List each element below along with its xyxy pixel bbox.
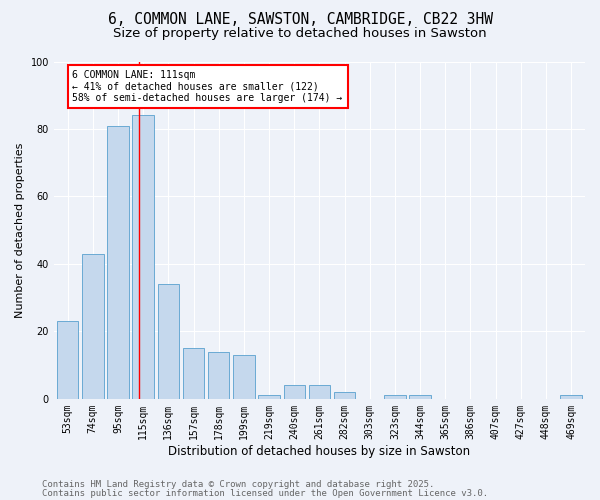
X-axis label: Distribution of detached houses by size in Sawston: Distribution of detached houses by size … xyxy=(169,444,470,458)
Bar xyxy=(57,321,79,399)
Text: Size of property relative to detached houses in Sawston: Size of property relative to detached ho… xyxy=(113,28,487,40)
Text: Contains HM Land Registry data © Crown copyright and database right 2025.: Contains HM Land Registry data © Crown c… xyxy=(42,480,434,489)
Bar xyxy=(233,355,254,399)
Bar xyxy=(82,254,104,399)
Bar xyxy=(183,348,204,399)
Bar xyxy=(334,392,355,399)
Bar xyxy=(208,352,229,399)
Text: Contains public sector information licensed under the Open Government Licence v3: Contains public sector information licen… xyxy=(42,490,488,498)
Bar xyxy=(409,396,431,399)
Bar xyxy=(560,396,582,399)
Text: 6, COMMON LANE, SAWSTON, CAMBRIDGE, CB22 3HW: 6, COMMON LANE, SAWSTON, CAMBRIDGE, CB22… xyxy=(107,12,493,28)
Text: 6 COMMON LANE: 111sqm
← 41% of detached houses are smaller (122)
58% of semi-det: 6 COMMON LANE: 111sqm ← 41% of detached … xyxy=(73,70,343,103)
Y-axis label: Number of detached properties: Number of detached properties xyxy=(15,142,25,318)
Bar xyxy=(107,126,128,399)
Bar xyxy=(384,396,406,399)
Bar xyxy=(133,116,154,399)
Bar xyxy=(158,284,179,399)
Bar xyxy=(308,386,330,399)
Bar xyxy=(259,396,280,399)
Bar xyxy=(284,386,305,399)
